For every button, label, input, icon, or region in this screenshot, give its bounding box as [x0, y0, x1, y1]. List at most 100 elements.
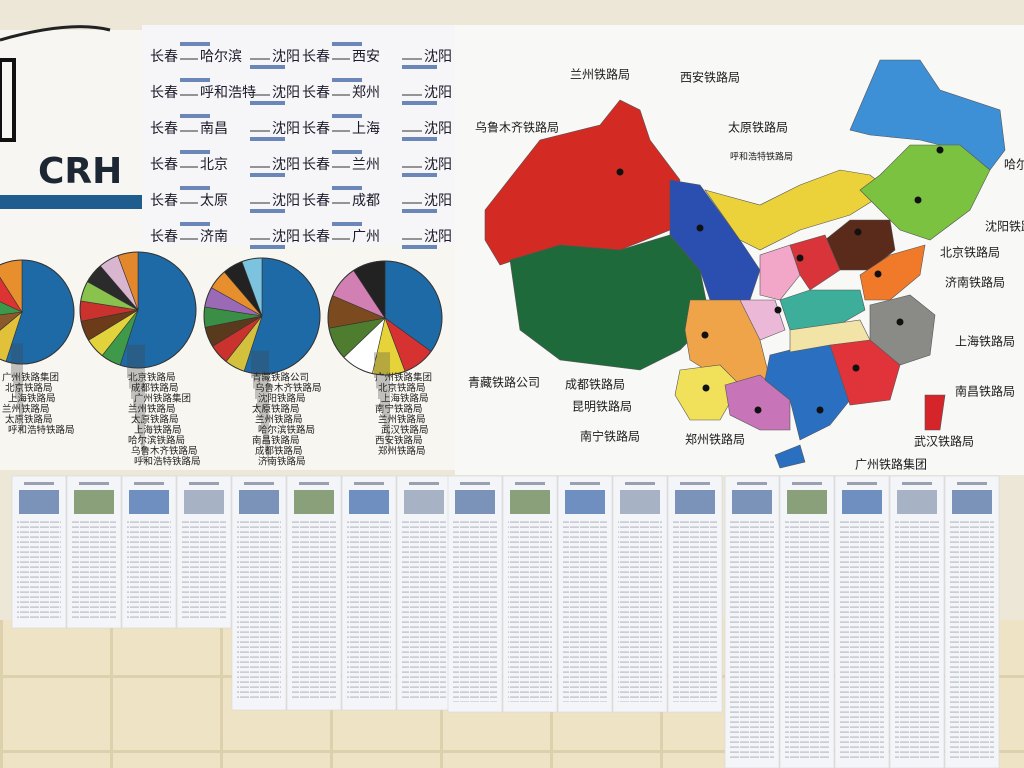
map-region	[674, 364, 741, 421]
route-to: 沈阳	[424, 49, 452, 65]
sheet-heading	[847, 482, 877, 485]
sheet-photo	[510, 490, 550, 514]
route-to: 沈阳	[424, 121, 452, 137]
map-label: 上海铁路局	[955, 334, 1015, 349]
sheet-text	[563, 520, 607, 702]
sheet-heading	[354, 482, 384, 485]
sheet-text	[453, 520, 497, 702]
pie-label: 武汉铁路局	[381, 424, 429, 436]
pie-label: 上海铁路局	[8, 393, 56, 405]
pie-label: 上海铁路局	[381, 393, 429, 405]
sheet-text	[673, 520, 717, 702]
city-dot	[852, 364, 860, 372]
pie-label: 兰州铁路局	[255, 414, 303, 426]
sheet-heading	[244, 482, 274, 485]
pie-label: 济南铁路局	[258, 456, 306, 468]
sheet-photo	[184, 490, 224, 514]
map-region	[759, 244, 801, 301]
pie-label: 成都铁路局	[131, 382, 179, 394]
route-via: 太原	[200, 193, 228, 209]
route-note	[250, 101, 285, 105]
pie-label: 青藏铁路公司	[252, 372, 309, 384]
route-note	[332, 42, 362, 46]
route-via: 广州	[352, 229, 380, 245]
route-from: 长春	[302, 121, 330, 137]
sheet-photo	[129, 490, 169, 514]
route-note	[402, 65, 437, 69]
poster-curve	[0, 25, 111, 42]
map-region	[724, 374, 791, 431]
map-label: 兰州铁路局	[570, 67, 630, 82]
route-to: 沈阳	[424, 157, 452, 173]
map-label: 济南铁路局	[945, 275, 1005, 290]
pie-label: 成都铁路局	[255, 445, 303, 457]
sheet-text	[72, 520, 116, 618]
sheet-photo	[404, 490, 444, 514]
route-to: 沈阳	[272, 157, 300, 173]
city-dot	[936, 146, 944, 154]
route-from: 长春	[302, 193, 330, 209]
sheet-photo	[952, 490, 992, 514]
sheet-text	[618, 520, 662, 702]
city-dot	[914, 196, 922, 204]
sheet-text	[347, 520, 391, 700]
route-note	[180, 78, 210, 82]
pie-label: 呼和浩特铁路局	[8, 424, 75, 436]
sheet-heading	[680, 482, 710, 485]
route-note	[402, 209, 437, 213]
map-region	[924, 394, 946, 431]
sheet-heading	[79, 482, 109, 485]
route-note	[250, 209, 285, 213]
route-via: 南昌	[200, 121, 228, 137]
route-note	[402, 245, 437, 249]
pie-label: 南昌铁路局	[252, 435, 300, 447]
sheet-text	[182, 520, 226, 618]
map-region	[849, 59, 1006, 171]
route-via: 哈尔滨	[200, 49, 242, 65]
route-from: 长春	[150, 121, 178, 137]
sheet-photo	[74, 490, 114, 514]
pie-wedge	[0, 301, 24, 316]
route-from: 长春	[302, 229, 330, 245]
map-label: 太原铁路局	[728, 120, 788, 135]
sheet-heading	[189, 482, 219, 485]
pie-label: 哈尔滨铁路局	[128, 435, 185, 447]
route-to: 沈阳	[272, 121, 300, 137]
pie-label: 乌鲁木齐铁路局	[131, 445, 198, 457]
map-label: 武汉铁路局	[914, 434, 974, 449]
sheet-heading	[460, 482, 490, 485]
sheet-photo	[732, 490, 772, 514]
city-dot	[874, 270, 882, 278]
route-via: 郑州	[352, 85, 380, 101]
sheet-text	[17, 520, 61, 618]
route-from: 长春	[302, 157, 330, 173]
route-to: 沈阳	[424, 85, 452, 101]
pie-label: 广州铁路集团	[134, 393, 191, 405]
sheet-photo	[349, 490, 389, 514]
map-label: 郑州铁路局	[685, 432, 745, 447]
pie-label: 郑州铁路局	[378, 445, 426, 457]
sheet-heading	[515, 482, 545, 485]
sheet-heading	[902, 482, 932, 485]
crh-poster	[0, 30, 150, 245]
blue-stripe	[0, 195, 145, 209]
city-dot	[701, 331, 709, 339]
pie-label: 兰州铁路局	[378, 414, 426, 426]
city-dot	[854, 228, 862, 236]
map-label: 南昌铁路局	[955, 384, 1015, 399]
route-from: 长春	[150, 157, 178, 173]
pie-label: 北京铁路局	[378, 382, 426, 394]
pie-label: 广州铁路集团	[375, 372, 432, 384]
route-via: 上海	[352, 121, 380, 137]
route-note	[250, 173, 285, 177]
city-dot	[702, 384, 710, 392]
sheet-text	[508, 520, 552, 702]
pie-label: 太原铁路局	[5, 414, 53, 426]
route-to: 沈阳	[424, 229, 452, 245]
route-note	[250, 65, 285, 69]
sheet-photo	[239, 490, 279, 514]
sheet-heading	[625, 482, 655, 485]
route-note	[180, 150, 210, 154]
logo-mark	[0, 58, 16, 142]
